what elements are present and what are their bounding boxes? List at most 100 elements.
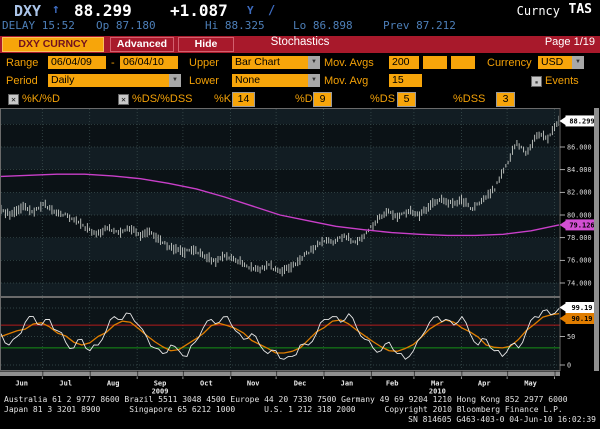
svg-text:Jun: Jun: [15, 380, 28, 388]
currency-label: Currency: [487, 57, 532, 69]
d-param-field[interactable]: 9: [313, 92, 332, 107]
svg-text:99.19: 99.19: [571, 304, 592, 312]
svg-text:Apr: Apr: [478, 380, 491, 388]
menu-bar: Stochastics DXY CURNCY Advanced Hide Pag…: [0, 36, 600, 53]
high-stat: Hi 88.325: [205, 19, 265, 32]
svg-text:90.19: 90.19: [571, 315, 592, 323]
kd-checkbox[interactable]: [8, 94, 19, 105]
d-param-label: %D: [295, 93, 313, 105]
events-label: Events: [545, 75, 579, 87]
stochastic-ds-line: [0, 312, 560, 354]
function-label: TAS: [568, 2, 592, 17]
last-price: 88.299: [74, 1, 132, 20]
mov-avg-field[interactable]: 15: [389, 74, 422, 87]
dropdown-arrow-icon: ▼: [308, 74, 320, 87]
y-axis-labels: 86.000 84.000 82.000 80.000 78.000 76.000 74.0…: [560, 143, 592, 369]
open-stat: Op 87.180: [96, 19, 156, 32]
svg-text:74.000: 74.000: [567, 279, 592, 287]
advanced-button[interactable]: Advanced: [110, 37, 174, 52]
upper-label: Upper: [189, 57, 219, 69]
hide-button[interactable]: Hide: [178, 37, 234, 52]
security-tab-button[interactable]: DXY CURNCY: [2, 37, 104, 52]
last-price-marker: 88.299: [559, 115, 599, 127]
chart-settings-form: Range 06/04/09 - 06/04/10 Upper Bar Char…: [0, 53, 600, 108]
svg-text:86.000: 86.000: [567, 143, 592, 151]
price-series: [1, 115, 559, 277]
k-param-field[interactable]: 14: [232, 92, 255, 107]
mov-avg-field-2[interactable]: [423, 56, 447, 69]
footer-contact-line-1: Australia 61 2 9777 8600 Brazil 5511 304…: [4, 395, 568, 404]
up-arrow-icon: ↑: [52, 2, 60, 17]
ticker-symbol: DXY: [14, 2, 42, 20]
svg-text:Sep: Sep: [154, 380, 167, 388]
svg-text:0: 0: [567, 361, 571, 369]
prev-stat: Prev 87.212: [383, 19, 456, 32]
mov-avg-field-3[interactable]: [451, 56, 475, 69]
dropdown-arrow-icon: ▼: [572, 56, 584, 69]
x-axis-labels: Jun Jul Aug Sep Oct Nov Dec Jan Feb Mar Apr May 2009…: [15, 376, 555, 396]
kd-label: %K/%D: [22, 93, 60, 105]
svg-text:84.000: 84.000: [567, 166, 592, 174]
dropdown-arrow-icon: ▼: [308, 56, 320, 69]
range-separator: -: [111, 57, 115, 69]
mov-avgs-label: Mov. Avgs: [324, 57, 374, 69]
svg-text:Jul: Jul: [59, 380, 72, 388]
footer-contact-line-2: Japan 81 3 3201 8900 Singapore 65 6212 1…: [4, 405, 563, 414]
svg-text:80.000: 80.000: [567, 211, 592, 219]
dss-param-field[interactable]: 3: [496, 92, 515, 107]
period-label: Period: [6, 75, 38, 87]
price-change: +1.087: [170, 1, 228, 20]
currency-dropdown[interactable]: USD ▼: [538, 56, 584, 69]
svg-text:Feb: Feb: [386, 380, 399, 388]
footer: Australia 61 2 9777 8600 Brazil 5511 304…: [0, 394, 600, 429]
dss-param-label: %DSS: [453, 93, 486, 105]
range-end-field[interactable]: 06/04/10: [120, 56, 178, 69]
quote-flag: Y: [247, 4, 254, 17]
upper-dropdown[interactable]: Bar Chart ▼: [232, 56, 320, 69]
screen-title: Stochastics: [270, 36, 330, 48]
ds-param-label: %DS: [370, 93, 396, 105]
svg-text:88.299: 88.299: [569, 118, 594, 126]
svg-text:2009: 2009: [152, 388, 169, 396]
svg-text:2010: 2010: [429, 388, 446, 396]
svg-text:50: 50: [567, 333, 575, 341]
lower-label: Lower: [189, 75, 219, 87]
chart-area[interactable]: 86.000 84.000 82.000 80.000 78.000 76.000 74.0…: [0, 108, 600, 395]
range-start-field[interactable]: 06/04/09: [48, 56, 106, 69]
ds-param-field[interactable]: 5: [397, 92, 416, 107]
svg-text:May: May: [524, 380, 537, 388]
horizontal-scrollbar[interactable]: [0, 371, 560, 377]
svg-text:78.000: 78.000: [567, 234, 592, 242]
delay-status: DELAY 15:52: [2, 19, 75, 32]
svg-text:Jan: Jan: [341, 380, 354, 388]
svg-text:Oct: Oct: [200, 380, 213, 388]
range-label: Range: [6, 57, 39, 69]
stochastic-k-line: [0, 308, 560, 360]
sector-label: Curncy: [516, 4, 560, 18]
stochastic-ds-marker: 90.19: [559, 313, 599, 324]
stochastic-k-marker: 99.19: [559, 302, 599, 313]
dropdown-arrow-icon: ▼: [169, 74, 181, 87]
panel-frames: [0, 108, 561, 371]
quote-header: DXY ↑ 88.299 +1.087 Y / Curncy TAS DELAY…: [0, 0, 600, 36]
dsdss-checkbox[interactable]: [118, 94, 129, 105]
mov-avg-label: Mov. Avg: [324, 75, 369, 87]
svg-text:Dec: Dec: [294, 380, 307, 388]
lower-panel-bg: [1, 297, 559, 371]
k-param-label: %K: [214, 93, 232, 105]
low-stat: Lo 86.898: [293, 19, 353, 32]
svg-text:Aug: Aug: [107, 380, 120, 388]
mov-avg-field-1[interactable]: 200: [389, 56, 419, 69]
svg-text:Nov: Nov: [247, 380, 260, 388]
svg-text:79.126: 79.126: [569, 222, 594, 230]
events-checkbox[interactable]: [531, 76, 542, 87]
period-dropdown[interactable]: Daily ▼: [48, 74, 181, 87]
svg-text:Mar: Mar: [431, 380, 444, 388]
vertical-scrollbar[interactable]: [594, 108, 599, 371]
ma200-marker: 79.126: [559, 219, 599, 231]
lower-dropdown[interactable]: None ▼: [232, 74, 320, 87]
svg-text:76.000: 76.000: [567, 257, 592, 265]
svg-text:82.000: 82.000: [567, 189, 592, 197]
upper-panel-bands: [1, 108, 559, 297]
